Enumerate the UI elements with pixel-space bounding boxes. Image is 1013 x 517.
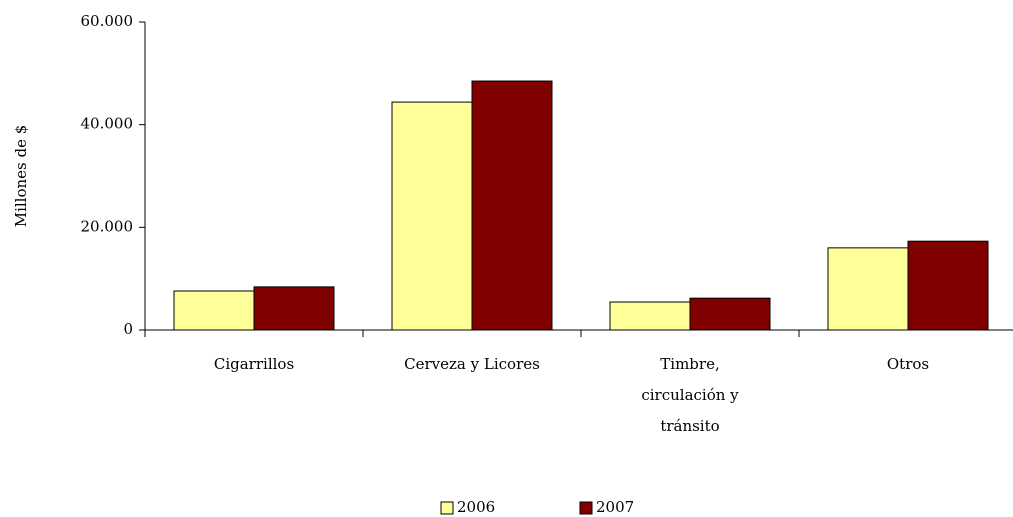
bar (907, 240, 989, 331)
y-tick-label: 0 (123, 320, 133, 338)
bar (471, 80, 553, 331)
bar (173, 290, 255, 331)
legend-label: 2006 (457, 498, 495, 516)
x-tick-label: Cerveza y Licores (404, 355, 540, 373)
y-tick-label: 40.000 (81, 115, 134, 133)
x-tick-label: Cigarrillos (214, 355, 294, 373)
bar (827, 247, 909, 331)
bar (253, 286, 335, 331)
x-tick-label: Otros (887, 355, 929, 373)
legend-swatch (440, 501, 454, 515)
y-tick-label: 60.000 (81, 12, 134, 30)
x-tick-label: Timbre, circulación y tránsito (641, 355, 739, 435)
y-tick-label: 20.000 (81, 217, 134, 235)
bar (609, 301, 691, 331)
legend-swatch (579, 501, 593, 515)
legend-label: 2007 (596, 498, 634, 516)
bar (689, 297, 771, 331)
y-axis-label: Millones de $ (12, 125, 30, 228)
bar (391, 101, 473, 331)
